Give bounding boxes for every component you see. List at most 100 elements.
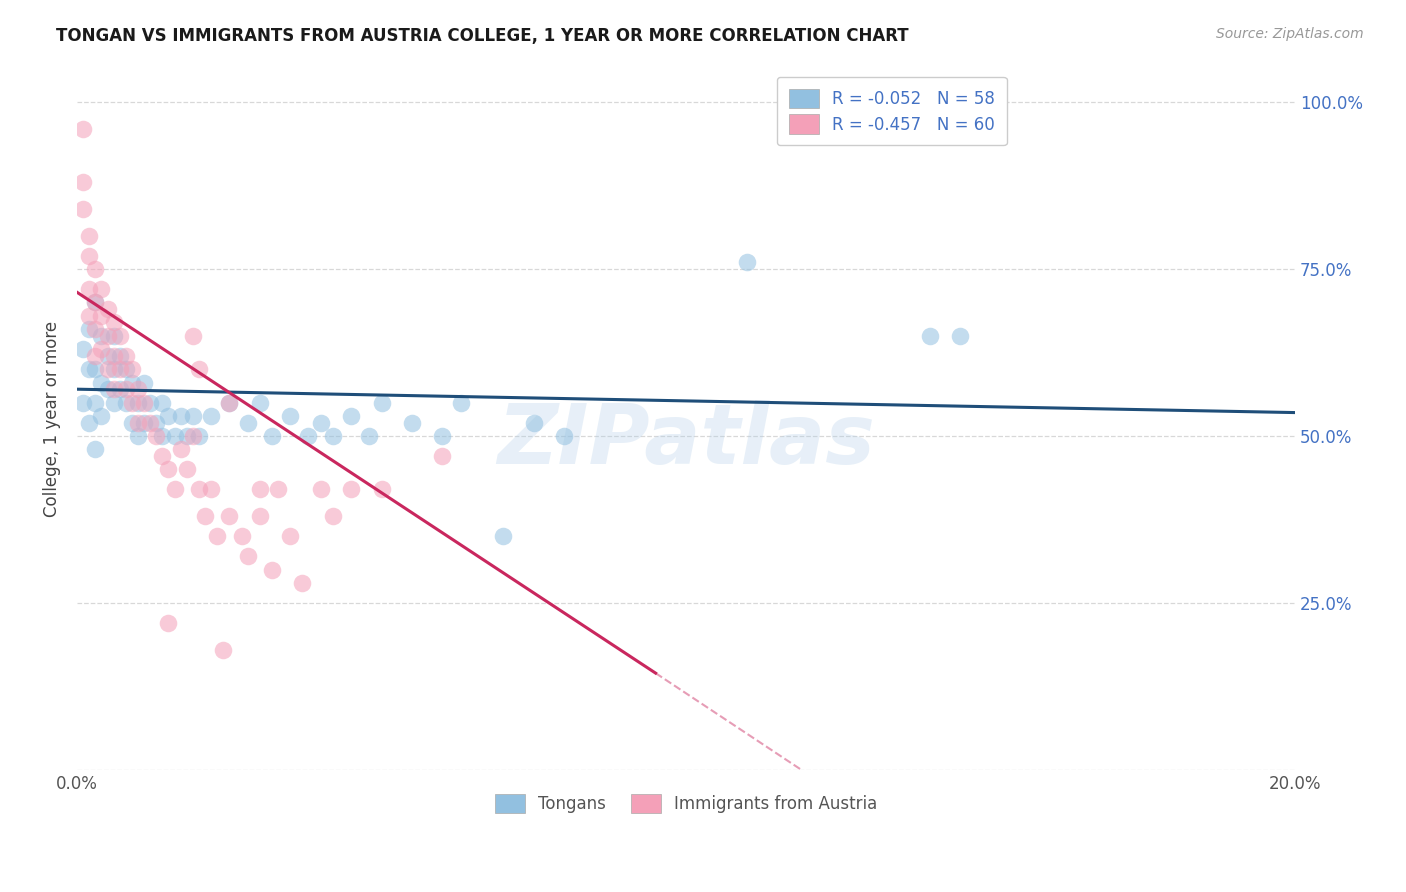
Point <box>108 349 131 363</box>
Point <box>291 576 314 591</box>
Point <box>432 429 454 443</box>
Point <box>205 529 228 543</box>
Point <box>212 642 235 657</box>
Y-axis label: College, 1 year or more: College, 1 year or more <box>44 321 60 517</box>
Point <box>77 362 100 376</box>
Point <box>181 429 204 443</box>
Point <box>181 409 204 423</box>
Point <box>103 382 125 396</box>
Point <box>72 175 94 189</box>
Point <box>132 395 155 409</box>
Point <box>114 349 136 363</box>
Point <box>370 483 392 497</box>
Point <box>84 442 107 457</box>
Point <box>309 416 332 430</box>
Point <box>77 282 100 296</box>
Point <box>359 429 381 443</box>
Point <box>114 382 136 396</box>
Point <box>218 395 240 409</box>
Point <box>949 328 972 343</box>
Point <box>340 409 363 423</box>
Point <box>309 483 332 497</box>
Point <box>169 409 191 423</box>
Point <box>157 462 180 476</box>
Text: TONGAN VS IMMIGRANTS FROM AUSTRIA COLLEGE, 1 YEAR OR MORE CORRELATION CHART: TONGAN VS IMMIGRANTS FROM AUSTRIA COLLEG… <box>56 27 908 45</box>
Point <box>139 416 162 430</box>
Point <box>77 322 100 336</box>
Point <box>90 328 112 343</box>
Point <box>96 382 118 396</box>
Point <box>218 395 240 409</box>
Point <box>322 509 344 524</box>
Text: ZIPatlas: ZIPatlas <box>498 400 875 481</box>
Point <box>267 483 290 497</box>
Point <box>90 309 112 323</box>
Point <box>103 395 125 409</box>
Point <box>72 342 94 356</box>
Point <box>77 309 100 323</box>
Point <box>121 416 143 430</box>
Point <box>735 255 758 269</box>
Point <box>249 509 271 524</box>
Point <box>96 349 118 363</box>
Point <box>432 449 454 463</box>
Point <box>132 376 155 390</box>
Point <box>150 449 173 463</box>
Point <box>84 262 107 277</box>
Point <box>121 362 143 376</box>
Point <box>200 483 222 497</box>
Point <box>163 483 186 497</box>
Point <box>139 395 162 409</box>
Point <box>121 395 143 409</box>
Point <box>236 416 259 430</box>
Point <box>163 429 186 443</box>
Point <box>236 549 259 564</box>
Point <box>297 429 319 443</box>
Point <box>553 429 575 443</box>
Point <box>77 416 100 430</box>
Point <box>114 395 136 409</box>
Point <box>96 362 118 376</box>
Point <box>84 395 107 409</box>
Point <box>187 362 209 376</box>
Point <box>260 429 283 443</box>
Point <box>150 395 173 409</box>
Point <box>523 416 546 430</box>
Point <box>90 409 112 423</box>
Point <box>103 315 125 329</box>
Legend: Tongans, Immigrants from Austria: Tongans, Immigrants from Austria <box>484 782 889 825</box>
Point <box>145 416 167 430</box>
Point <box>150 429 173 443</box>
Point <box>90 376 112 390</box>
Point <box>96 301 118 316</box>
Point <box>260 563 283 577</box>
Point <box>108 328 131 343</box>
Point <box>278 529 301 543</box>
Point <box>72 121 94 136</box>
Point <box>108 362 131 376</box>
Point <box>322 429 344 443</box>
Point <box>370 395 392 409</box>
Point <box>231 529 253 543</box>
Point <box>194 509 217 524</box>
Point <box>84 295 107 310</box>
Point <box>200 409 222 423</box>
Point <box>401 416 423 430</box>
Point <box>103 362 125 376</box>
Point <box>187 429 209 443</box>
Point <box>90 282 112 296</box>
Point <box>132 416 155 430</box>
Point <box>218 509 240 524</box>
Point <box>181 328 204 343</box>
Point <box>72 395 94 409</box>
Point <box>108 382 131 396</box>
Point <box>84 295 107 310</box>
Point <box>77 228 100 243</box>
Point <box>114 362 136 376</box>
Point <box>127 395 149 409</box>
Point <box>176 429 198 443</box>
Point <box>169 442 191 457</box>
Point <box>249 395 271 409</box>
Point <box>127 416 149 430</box>
Point <box>77 249 100 263</box>
